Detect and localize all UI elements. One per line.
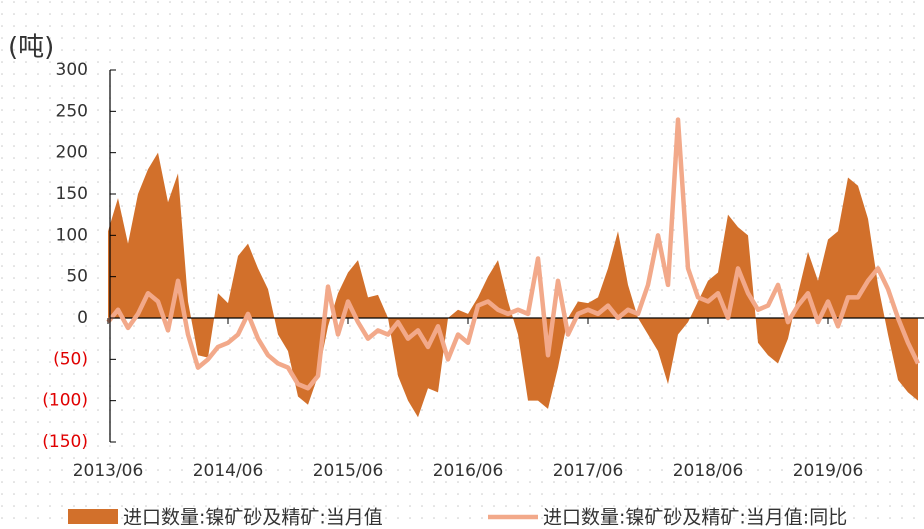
y-tick-label: 100 (56, 225, 88, 245)
x-tick-label: 2015/06 (313, 461, 384, 481)
legend-swatch (68, 509, 118, 524)
legend-label: 进口数量:镍矿砂及精矿:当月值:同比 (543, 507, 847, 529)
x-tick-label: 2014/06 (193, 461, 264, 481)
y-tick-label: 300 (56, 60, 88, 80)
y-tick-label: (50) (53, 349, 88, 369)
y-tick-label: 50 (66, 267, 88, 287)
x-tick-label: 2019/06 (793, 461, 864, 481)
x-tick-label: 2017/06 (553, 461, 624, 481)
y-tick-label: 150 (56, 184, 88, 204)
y-tick-label: 0 (77, 308, 88, 328)
x-tick-label: 2018/06 (673, 461, 744, 481)
y-tick-label: (150) (42, 432, 88, 452)
y-tick-label: 250 (56, 101, 88, 121)
y-tick-label: (100) (42, 391, 88, 411)
x-tick-label: 2013/06 (73, 461, 144, 481)
legend-label: 进口数量:镍矿砂及精矿:当月值 (123, 507, 383, 529)
area (108, 152, 918, 418)
y-tick-label: 200 (56, 143, 88, 163)
line (106, 117, 921, 391)
x-tick-label: 2016/06 (433, 461, 504, 481)
y-axis-label: (吨) (8, 33, 54, 63)
